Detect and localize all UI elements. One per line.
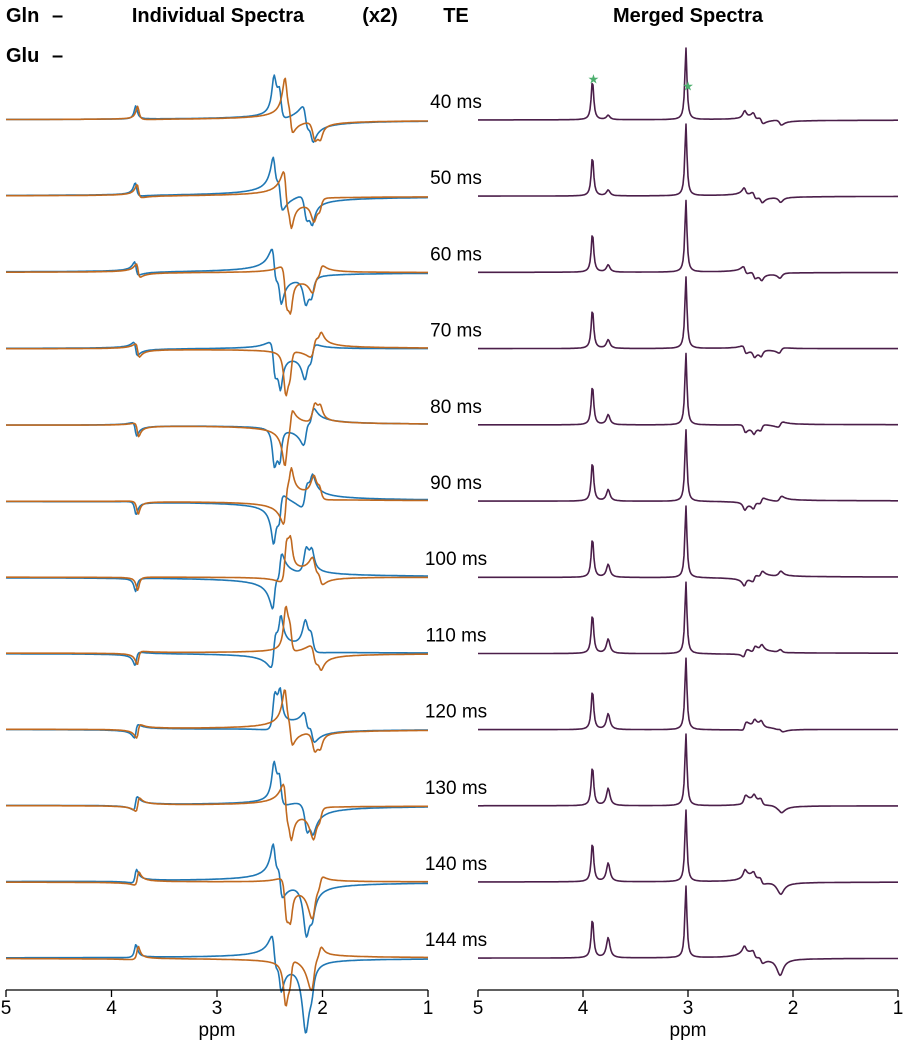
merged-spectra-plot: ★ ★ <box>478 47 898 977</box>
te-label-5: 90 ms <box>430 473 482 494</box>
legend-glu-marker: – <box>52 45 63 67</box>
glu-spectrum-5 <box>6 467 428 525</box>
glu-spectrum-6 <box>6 534 428 592</box>
x-tick-label-4: 1 <box>423 998 434 1019</box>
x-tick-label-1: 4 <box>578 998 589 1019</box>
merged-spectrum-7 <box>478 581 898 658</box>
merged-spectrum-9 <box>478 733 898 814</box>
individual-x-axis: 5 4 3 2 1 ppm <box>1 989 434 1041</box>
gln-spectrum-9 <box>6 760 428 836</box>
merged-spectrum-5 <box>478 429 898 512</box>
te-label-11: 144 ms <box>425 930 487 951</box>
gln-spectrum-11 <box>6 935 428 1034</box>
glu-spectrum-9 <box>6 783 428 842</box>
glu-spectrum-10 <box>6 871 428 926</box>
glu-spectrum-1 <box>6 171 428 230</box>
te-label-2: 60 ms <box>430 244 482 265</box>
te-label-10: 140 ms <box>425 854 487 875</box>
legend-glu-label: Glu <box>6 45 39 67</box>
te-label-column: 40 ms 50 ms 60 ms 70 ms 80 ms 90 ms 100 ms 110 … <box>425 92 487 951</box>
individual-spectra-title: Individual Spectra <box>132 5 305 27</box>
x-tick-label-0: 5 <box>473 998 484 1019</box>
merged-spectrum-2 <box>478 199 898 282</box>
gln-spectrum-0 <box>5 74 429 143</box>
x-tick-label-3: 2 <box>788 998 799 1019</box>
glu-spectrum-7 <box>6 605 429 671</box>
x-axis-label: ppm <box>199 1020 236 1041</box>
peak-star-0: ★ <box>588 71 600 86</box>
x-tick-label-4: 1 <box>893 998 904 1019</box>
x-tick-label-1: 4 <box>106 998 117 1019</box>
gln-spectrum-1 <box>6 156 428 227</box>
gln-spectrum-2 <box>6 248 428 307</box>
merged-spectrum-3 <box>478 276 898 359</box>
glu-spectrum-0 <box>6 77 428 143</box>
merged-spectrum-11 <box>478 885 898 977</box>
glu-spectrum-11 <box>6 945 428 1007</box>
x-tick-label-0: 5 <box>1 998 12 1019</box>
te-label-8: 120 ms <box>425 702 487 723</box>
scale-factor-label: (x2) <box>362 5 398 27</box>
te-label-7: 110 ms <box>426 625 487 646</box>
x-tick-label-2: 3 <box>683 998 694 1019</box>
x-axis-label: ppm <box>670 1020 707 1041</box>
merged-spectrum-10 <box>478 809 898 896</box>
merged-x-axis: 5 4 3 2 1 ppm <box>473 989 904 1041</box>
glu-spectrum-4 <box>6 402 428 467</box>
glu-spectrum-3 <box>6 331 428 397</box>
gln-spectrum-7 <box>6 615 428 668</box>
gln-spectrum-8 <box>6 687 428 743</box>
te-label-3: 70 ms <box>430 321 482 342</box>
gln-spectrum-5 <box>6 473 428 545</box>
merged-spectrum-4 <box>478 352 898 436</box>
merged-spectrum-6 <box>478 505 898 587</box>
te-label-0: 40 ms <box>430 92 482 113</box>
te-header: TE <box>443 5 469 27</box>
merged-spectra-title: Merged Spectra <box>613 5 764 27</box>
x-tick-label-3: 2 <box>317 998 328 1019</box>
te-label-6: 100 ms <box>425 549 487 570</box>
peak-star-1: ★ <box>682 78 694 93</box>
glu-spectrum-8 <box>6 689 428 753</box>
gln-spectrum-4 <box>6 407 428 469</box>
individual-spectra-plot <box>5 74 429 1034</box>
gln-spectrum-10 <box>6 843 428 938</box>
merged-spectrum-8 <box>478 657 898 733</box>
glu-spectrum-2 <box>6 263 428 315</box>
x-tick-label-2: 3 <box>212 998 223 1019</box>
merged-spectrum-1 <box>478 123 898 204</box>
te-label-9: 130 ms <box>425 778 487 799</box>
merged-spectrum-0 <box>478 47 898 126</box>
legend-gln-label: Gln <box>6 5 39 27</box>
te-label-4: 80 ms <box>430 397 482 418</box>
legend-gln-marker: – <box>52 5 63 27</box>
te-label-1: 50 ms <box>430 168 482 189</box>
